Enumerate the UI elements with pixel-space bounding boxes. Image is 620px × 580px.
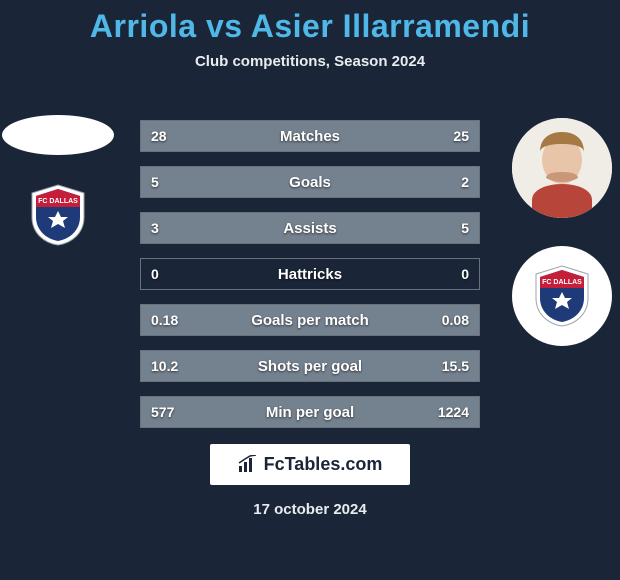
stat-row: 0.18Goals per match0.08 <box>140 304 480 336</box>
stat-label: Min per goal <box>201 404 419 421</box>
stat-value-right: 1224 <box>419 404 479 420</box>
stat-value-right: 0.08 <box>419 312 479 328</box>
player-right-club-badge: FC DALLAS <box>512 246 612 346</box>
stat-value-right: 5 <box>419 220 479 236</box>
stat-label: Matches <box>201 128 419 145</box>
footer: FcTables.com 17 october 2024 <box>0 444 620 518</box>
stat-value-left: 3 <box>141 220 201 236</box>
stat-label: Goals <box>201 174 419 191</box>
fc-dallas-badge-icon: FC DALLAS <box>532 264 592 328</box>
stat-row: 5Goals2 <box>140 166 480 198</box>
player-left-club-badge: FC DALLAS <box>8 183 108 247</box>
stat-row: 3Assists5 <box>140 212 480 244</box>
stat-label: Shots per goal <box>201 358 419 375</box>
svg-text:FC DALLAS: FC DALLAS <box>38 198 78 205</box>
brand-badge: FcTables.com <box>210 444 411 485</box>
stat-label: Hattricks <box>201 266 419 283</box>
page-subtitle: Club competitions, Season 2024 <box>0 53 620 70</box>
header: Arriola vs Asier Illarramendi Club compe… <box>0 0 620 70</box>
svg-text:FC DALLAS: FC DALLAS <box>542 279 582 286</box>
stat-value-right: 0 <box>419 266 479 282</box>
stat-value-left: 0.18 <box>141 312 201 328</box>
stat-bars: 28Matches255Goals23Assists50Hattricks00.… <box>140 120 480 428</box>
stat-value-right: 15.5 <box>419 358 479 374</box>
page-title: Arriola vs Asier Illarramendi <box>0 8 620 45</box>
stat-value-left: 10.2 <box>141 358 201 374</box>
stat-value-left: 0 <box>141 266 201 282</box>
player-right-avatar <box>512 118 612 218</box>
stat-label: Assists <box>201 220 419 237</box>
stat-row: 0Hattricks0 <box>140 258 480 290</box>
stat-value-left: 5 <box>141 174 201 190</box>
stat-row: 577Min per goal1224 <box>140 396 480 428</box>
stat-value-left: 28 <box>141 128 201 144</box>
stat-row: 10.2Shots per goal15.5 <box>140 350 480 382</box>
footer-date: 17 october 2024 <box>0 501 620 518</box>
player-left-avatar <box>2 115 114 155</box>
stat-value-left: 577 <box>141 404 201 420</box>
stat-row: 28Matches25 <box>140 120 480 152</box>
left-player-column: FC DALLAS <box>8 115 108 247</box>
player-photo-icon <box>512 118 612 218</box>
brand-text: FcTables.com <box>264 454 383 474</box>
right-player-column: FC DALLAS <box>512 118 612 346</box>
stat-label: Goals per match <box>201 312 419 329</box>
fc-dallas-badge-icon: FC DALLAS <box>28 183 88 247</box>
chart-icon <box>238 455 258 473</box>
stat-value-right: 25 <box>419 128 479 144</box>
stat-value-right: 2 <box>419 174 479 190</box>
